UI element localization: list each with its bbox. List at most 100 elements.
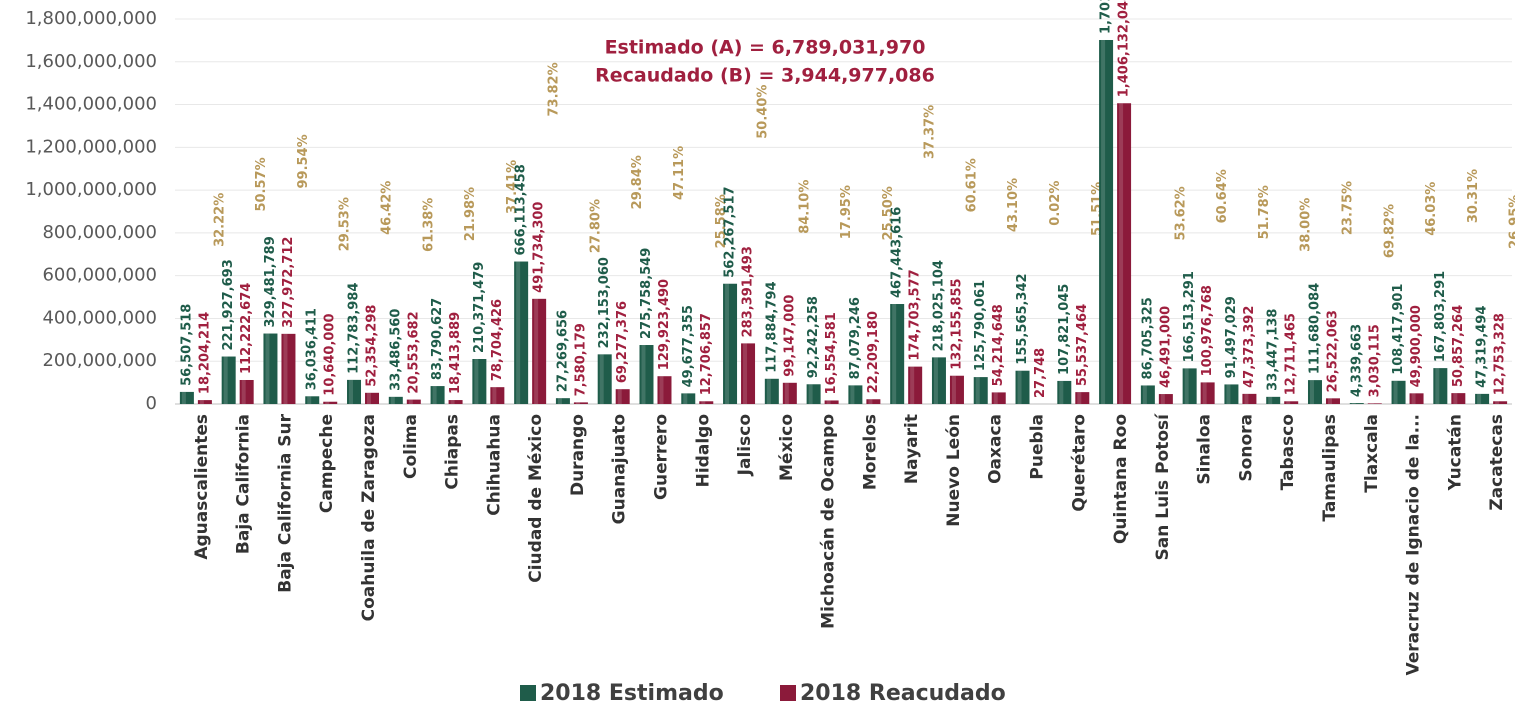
bar xyxy=(1307,380,1322,404)
value-label: 275,758,549 xyxy=(639,248,654,339)
bar xyxy=(723,283,738,404)
bar-shine xyxy=(367,392,372,404)
x-tick-label: Durango xyxy=(568,414,588,496)
value-label: 99,147,000 xyxy=(782,295,797,377)
x-tick-label: Hidalgo xyxy=(693,414,713,487)
value-label: 69,277,376 xyxy=(615,301,630,383)
value-label: 218,025,104 xyxy=(931,260,946,351)
bar-shine xyxy=(1477,393,1482,404)
value-label: 666,113,458 xyxy=(514,164,529,255)
y-tick-label: 800,000,000 xyxy=(42,222,157,243)
x-tick-label: Jalisco xyxy=(735,414,755,476)
percent-label: 46.42% xyxy=(380,181,395,235)
bar xyxy=(1475,393,1490,404)
value-label: 46,491,000 xyxy=(1158,306,1173,388)
x-tick-label: Coahuila de Zaragoza xyxy=(359,414,379,621)
bar xyxy=(931,357,946,404)
value-label: 49,900,000 xyxy=(1409,305,1424,387)
bar xyxy=(1284,401,1299,404)
bar-shine xyxy=(408,399,413,404)
bar-shine xyxy=(808,384,813,404)
bar-shine xyxy=(617,389,622,404)
bar-shine xyxy=(701,401,706,404)
x-tick-label: Nayarit xyxy=(902,414,922,484)
x-tick-label: Quintana Roo xyxy=(1111,414,1131,544)
value-label: 117,884,794 xyxy=(764,281,779,372)
value-label: 125,790,061 xyxy=(973,280,988,371)
value-label: 56,507,518 xyxy=(179,304,194,386)
bar xyxy=(866,399,881,404)
value-label: 54,214,648 xyxy=(991,304,1006,386)
bar-shine xyxy=(1077,392,1082,404)
value-label: 12,711,465 xyxy=(1284,313,1299,395)
value-label: 283,391,493 xyxy=(741,246,756,337)
bar xyxy=(1242,393,1257,404)
value-label: 112,783,984 xyxy=(347,283,362,374)
bar-shine xyxy=(1017,370,1022,404)
bar-shine xyxy=(1351,403,1356,404)
legend-swatch xyxy=(520,685,536,701)
value-label: 108,417,901 xyxy=(1391,284,1406,375)
bar xyxy=(1349,403,1364,404)
bar xyxy=(406,399,421,404)
bar-shine xyxy=(659,376,664,404)
percent-label: 60.64% xyxy=(1215,169,1230,223)
y-tick-label: 400,000,000 xyxy=(42,307,157,328)
value-label: 36,036,411 xyxy=(305,308,320,390)
bar xyxy=(657,376,672,404)
value-label: 129,923,490 xyxy=(657,279,672,370)
x-tick-label: Ciudad de México xyxy=(526,414,546,583)
value-label: 112,222,674 xyxy=(239,283,254,374)
bar xyxy=(1266,396,1281,404)
percent-label: 51.78% xyxy=(1257,185,1272,239)
x-tick-label: Aguascalientes xyxy=(192,414,212,560)
bar xyxy=(1391,380,1406,404)
annotation: Recaudado (B) = 3,944,977,086 xyxy=(595,65,935,87)
bar-shine xyxy=(1435,368,1440,404)
percent-label: 17.95% xyxy=(839,185,854,239)
bar-shine xyxy=(390,396,395,404)
value-label: 52,354,298 xyxy=(365,305,380,387)
value-label: 174,703,577 xyxy=(908,269,923,360)
x-tick-label: Querétaro xyxy=(1069,414,1089,512)
percent-label: 38.00% xyxy=(1299,198,1314,252)
bar-shine xyxy=(1369,403,1374,404)
value-label: 18,204,214 xyxy=(197,312,212,394)
x-tick-label: Sinaloa xyxy=(1195,414,1215,485)
bar-shine xyxy=(283,333,288,404)
bar-shine xyxy=(683,393,688,404)
percent-label: 84.10% xyxy=(797,180,812,234)
bar xyxy=(179,391,194,404)
value-label: 33,447,138 xyxy=(1266,309,1281,391)
percent-label: 69.82% xyxy=(1382,204,1397,258)
bar xyxy=(806,384,821,404)
x-tick-label: Campeche xyxy=(317,414,337,513)
bar-shine xyxy=(826,400,831,404)
bar-shine xyxy=(1101,39,1106,404)
percent-label: 47.11% xyxy=(672,146,687,200)
percent-label: 29.53% xyxy=(338,197,353,251)
value-label: 27,748 xyxy=(1033,348,1048,398)
annotation: Estimado (A) = 6,789,031,970 xyxy=(605,37,926,59)
bar-shine xyxy=(993,392,998,404)
bar xyxy=(323,401,338,404)
bar-shine xyxy=(265,333,270,404)
bar-shine xyxy=(725,283,730,404)
bar xyxy=(1224,384,1239,404)
bar-shine xyxy=(474,359,479,404)
value-label: 167,803,291 xyxy=(1433,271,1448,362)
bar-shine xyxy=(599,354,604,404)
value-label: 4,339,663 xyxy=(1349,324,1364,397)
bar xyxy=(305,396,320,404)
bar xyxy=(848,385,863,404)
bar-shine xyxy=(557,398,562,404)
value-label: 232,153,060 xyxy=(597,257,612,348)
bar xyxy=(1182,368,1197,404)
bar-shine xyxy=(1226,384,1231,404)
bar-shine xyxy=(1453,393,1458,404)
x-tick-label: Guanajuato xyxy=(610,414,630,524)
value-label: 83,790,627 xyxy=(430,298,445,380)
x-tick-label: Chihuahua xyxy=(484,414,504,516)
value-label: 467,443,616 xyxy=(890,207,905,298)
